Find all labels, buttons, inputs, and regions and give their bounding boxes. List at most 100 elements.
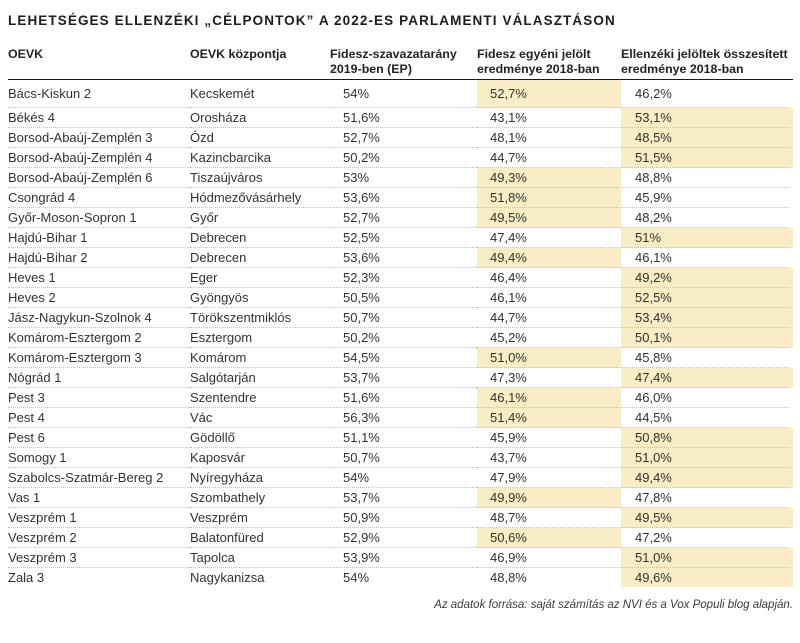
cell-fidesz-ep-2019: 53,7% [330, 488, 477, 508]
cell-oevk: Zala 3 [8, 570, 45, 585]
cell-center: Győr [190, 208, 330, 228]
cell-center: Balatonfüred [190, 528, 330, 548]
cell-oevk: Bács-Kiskun 2 [8, 80, 190, 108]
column-header: Fidesz-szavazatarány 2019-ben (EP) [330, 47, 477, 80]
cell-opposition-2018: 45,8% [621, 348, 793, 368]
table-body: Bács-Kiskun 2 Kecskemét 54% 52,7% 46,2% Békés… [8, 80, 793, 587]
cell-opposition-2018: 53,4% [621, 308, 793, 328]
cell-oevk: Komárom-Esztergom 2 [8, 328, 190, 348]
cell-opposition-2018: 48,2% [621, 208, 793, 228]
table-row: Békés 4 Orosháza 51,6% 43,1% 53,1% [8, 108, 793, 128]
cell-fidesz-2018: 43,7% [477, 448, 621, 468]
table-row: Komárom-Esztergom 2 Esztergom 50,2% 45,2% 50… [8, 328, 793, 348]
cell-fidesz-2018: 51,8% [477, 188, 621, 208]
cell-fidesz-2018: 49,9% [477, 488, 621, 508]
cell-opposition-2018: 47,4% [621, 368, 793, 388]
column-header: OEVK központja [190, 47, 330, 80]
cell-fidesz-ep-2019: 52,5% [330, 228, 477, 248]
cell-center: Vác [190, 408, 330, 428]
cell-center: Törökszentmiklós [190, 308, 330, 328]
cell-fidesz-ep-2019: 52,9% [330, 528, 477, 548]
cell-center: Kaposvár [190, 448, 330, 468]
cell-fidesz-ep-2019: 50,7% [330, 308, 477, 328]
cell-center: Gödöllő [190, 428, 330, 448]
cell-fidesz-ep-2019: 54% [330, 80, 477, 108]
cell-fidesz-ep-2019: 52,7% [330, 208, 477, 228]
table-row: Zala 3 Nagykanizsa 54% 48,8% 49,6% [8, 568, 793, 587]
cell-fidesz-2018: 46,1% [477, 388, 621, 408]
table-row: Hajdú-Bihar 2 Debrecen 53,6% 49,4% 46,1% [8, 248, 793, 268]
cell-oevk: Borsod-Abaúj-Zemplén 4 [8, 148, 190, 168]
cell-center: Orosháza [190, 108, 330, 128]
cell-center: Debrecen [190, 248, 330, 268]
cell-opposition-2018: 48,8% [621, 168, 793, 188]
cell-fidesz-ep-2019: 53,9% [330, 548, 477, 568]
cell-oevk: Hajdú-Bihar 2 [8, 248, 190, 268]
cell-fidesz-2018: 43,1% [477, 108, 621, 128]
table-row: Heves 1 Eger 52,3% 46,4% 49,2% [8, 268, 793, 288]
cell-fidesz-ep-2019: 50,2% [330, 328, 477, 348]
table-row: Pest 6 Gödöllő 51,1% 45,9% 50,8% [8, 428, 793, 448]
table-row: Veszprém 1 Veszprém 50,9% 48,7% 49,5% [8, 508, 793, 528]
cell-center: Nyíregyháza [190, 468, 330, 488]
cell-opposition-2018: 47,8% [621, 488, 793, 508]
cell-fidesz-2018: 44,7% [477, 308, 621, 328]
cell-center: Ózd [190, 128, 330, 148]
cell-opposition-2018: 46,0% [621, 388, 793, 408]
cell-oevk: Békés 4 [8, 108, 190, 128]
cell-center: Tapolca [190, 548, 330, 568]
cell-center: Kecskemét [190, 80, 330, 108]
cell-center: Komárom [190, 348, 330, 368]
cell-fidesz-2018: 47,4% [477, 228, 621, 248]
cell-center: Eger [190, 268, 330, 288]
cell-fidesz-ep-2019: 50,2% [330, 148, 477, 168]
cell-fidesz-2018: 49,4% [477, 248, 621, 268]
cell-opposition-2018: 49,6% [621, 568, 793, 587]
results-table: OEVK OEVK központja Fidesz-szavazatarány 20… [8, 47, 793, 587]
table-row: Pest 3 Szentendre 51,6% 46,1% 46,0% [8, 388, 793, 408]
cell-opposition-2018: 47,2% [621, 528, 793, 548]
cell-fidesz-2018: 46,1% [477, 288, 621, 308]
cell-fidesz-2018: 49,3% [477, 168, 621, 188]
cell-oevk: Borsod-Abaúj-Zemplén 3 [8, 128, 190, 148]
cell-opposition-2018: 50,8% [621, 428, 793, 448]
cell-fidesz-2018: 51,0% [477, 348, 621, 368]
cell-opposition-2018: 50,1% [621, 328, 793, 348]
cell-opposition-2018: 53,1% [621, 108, 793, 128]
cell-fidesz-2018: 51,4% [477, 408, 621, 428]
cell-center: Debrecen [190, 228, 330, 248]
cell-opposition-2018: 51,0% [621, 548, 793, 568]
table-row: Komárom-Esztergom 3 Komárom 54,5% 51,0% 45,8… [8, 348, 793, 368]
cell-fidesz-ep-2019: 50,5% [330, 288, 477, 308]
cell-center: Szombathely [190, 488, 330, 508]
cell-fidesz-2018: 50,6% [477, 528, 621, 548]
table-row: Borsod-Abaúj-Zemplén 4 Kazincbarcika 50,2%… [8, 148, 793, 168]
table-row: Jász-Nagykun-Szolnok 4 Törökszentmiklós 50… [8, 308, 793, 328]
cell-oevk: Veszprém 3 [8, 548, 190, 568]
cell-oevk: Szabolcs-Szatmár-Bereg 2 [8, 468, 190, 488]
cell-center: Salgótarján [190, 368, 330, 388]
table-row: Veszprém 2 Balatonfüred 52,9% 50,6% 47,2% [8, 528, 793, 548]
cell-oevk: Győr-Moson-Sopron 1 [8, 208, 190, 228]
table-row: Győr-Moson-Sopron 1 Győr 52,7% 49,5% 48,2% [8, 208, 793, 228]
cell-fidesz-ep-2019: 51,6% [330, 388, 477, 408]
table-row: Heves 2 Gyöngyös 50,5% 46,1% 52,5% [8, 288, 793, 308]
cell-oevk: Nógrád 1 [8, 368, 190, 388]
cell-fidesz-2018: 48,1% [477, 128, 621, 148]
cell-center: Hódmezővásárhely [190, 188, 330, 208]
cell-oevk: Csongrád 4 [8, 188, 190, 208]
cell-opposition-2018: 52,5% [621, 288, 793, 308]
table-row: Szabolcs-Szatmár-Bereg 2 Nyíregyháza 54% 47… [8, 468, 793, 488]
cell-oevk: Somogy 1 [8, 448, 190, 468]
cell-center: Szentendre [190, 388, 330, 408]
column-header: Ellenzéki jelöltek összesített eredménye … [621, 47, 793, 80]
cell-fidesz-ep-2019: 54% [343, 570, 370, 585]
page-title: LEHETSÉGES ELLENZÉKI „CÉLPONTOK” A 2022-… [8, 13, 616, 28]
cell-fidesz-ep-2019: 53,7% [330, 368, 477, 388]
cell-fidesz-ep-2019: 50,9% [330, 508, 477, 528]
cell-fidesz-ep-2019: 50,7% [330, 448, 477, 468]
table-row: Bács-Kiskun 2 Kecskemét 54% 52,7% 46,2% [8, 80, 793, 108]
cell-opposition-2018: 51% [621, 228, 793, 248]
cell-center: Kazincbarcika [190, 148, 330, 168]
